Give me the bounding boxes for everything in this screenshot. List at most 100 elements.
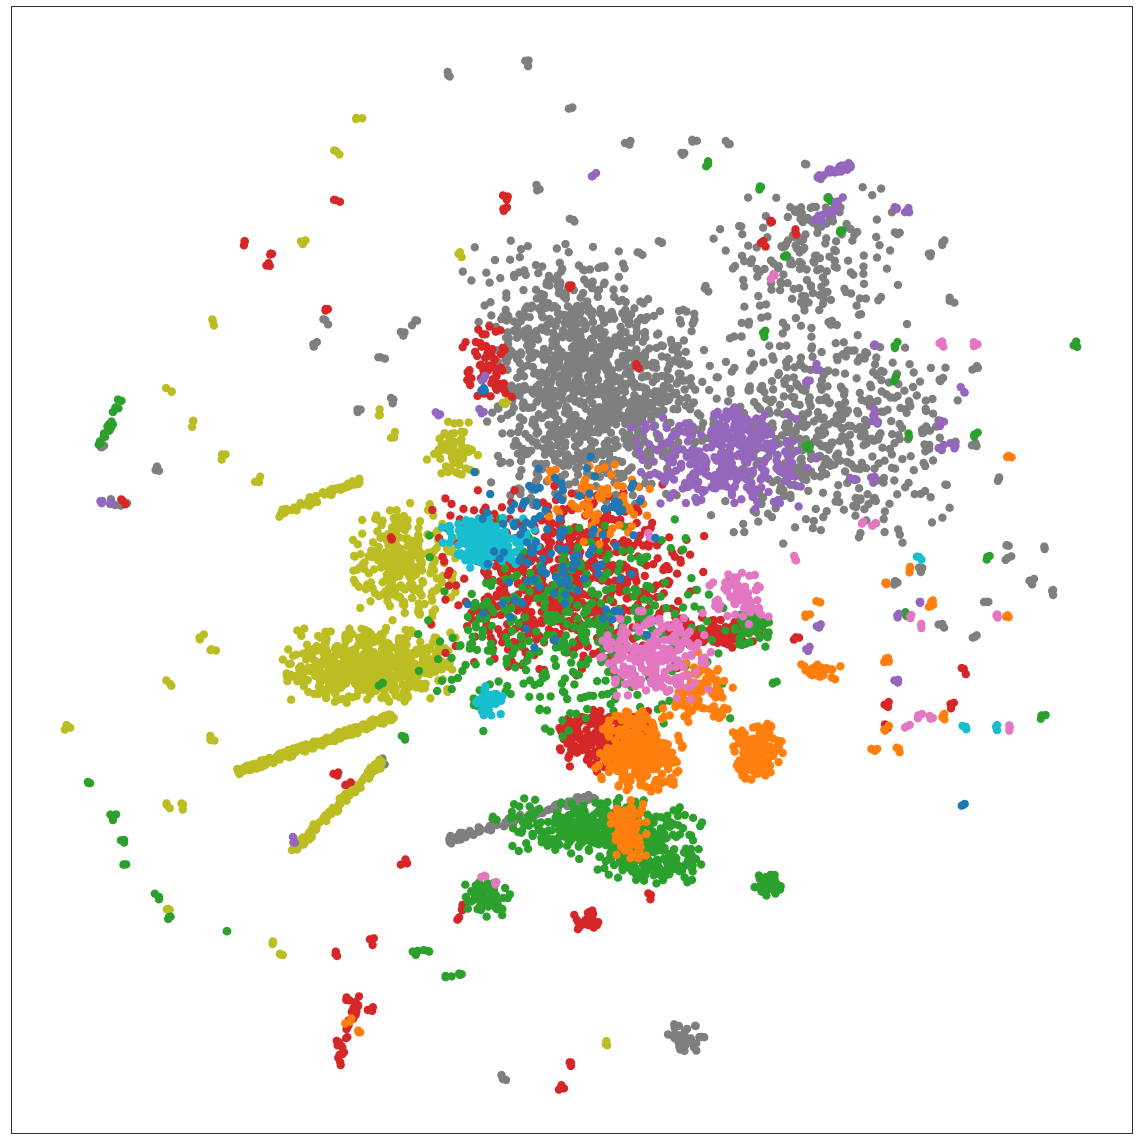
scatter-point bbox=[846, 448, 855, 457]
scatter-point bbox=[632, 327, 642, 337]
scatter-point bbox=[531, 260, 541, 270]
scatter-point bbox=[665, 374, 675, 383]
scatter-point bbox=[895, 419, 904, 429]
scatter-point bbox=[559, 370, 569, 379]
scatter-point bbox=[819, 295, 828, 304]
scatter-point bbox=[831, 237, 841, 246]
scatter-point bbox=[673, 405, 682, 414]
scatter-point bbox=[516, 317, 525, 326]
scatter-point bbox=[853, 227, 862, 237]
scatter-point bbox=[816, 264, 825, 274]
scatter-point bbox=[414, 606, 423, 616]
scatter-point bbox=[826, 295, 836, 305]
scatter-point bbox=[678, 356, 687, 365]
scatter-point bbox=[416, 637, 425, 647]
scatter-point bbox=[709, 616, 718, 625]
scatter-point bbox=[444, 467, 453, 477]
scatter-point bbox=[258, 759, 267, 768]
scatter-point bbox=[575, 854, 584, 864]
scatter-point bbox=[530, 795, 540, 804]
scatter-point bbox=[360, 558, 369, 567]
scatter-point bbox=[563, 739, 572, 748]
scatter-point bbox=[672, 388, 681, 398]
scatter-point bbox=[839, 338, 848, 347]
scatter-point bbox=[544, 420, 553, 430]
scatter-point bbox=[575, 729, 584, 738]
scatter-point bbox=[563, 302, 573, 311]
scatter-point bbox=[701, 281, 710, 291]
scatter-point bbox=[620, 310, 629, 319]
scatter-point bbox=[447, 429, 456, 438]
scatter-point bbox=[451, 581, 461, 590]
scatter-point bbox=[835, 436, 845, 446]
scatter-point bbox=[894, 525, 903, 534]
scatter-point bbox=[162, 905, 171, 914]
scatter-point bbox=[522, 402, 531, 412]
scatter-point bbox=[418, 652, 428, 661]
scatter-point bbox=[331, 947, 340, 956]
scatter-point bbox=[840, 284, 849, 293]
scatter-point bbox=[321, 627, 330, 636]
scatter-point bbox=[552, 355, 562, 365]
scatter-point bbox=[368, 676, 377, 685]
scatter-point bbox=[791, 313, 801, 323]
scatter-point bbox=[354, 633, 364, 642]
scatter-point bbox=[320, 674, 329, 683]
scatter-point bbox=[682, 307, 691, 316]
scatter-point bbox=[792, 208, 801, 217]
scatter-point bbox=[606, 428, 616, 437]
scatter-point bbox=[675, 395, 685, 404]
scatter-point bbox=[885, 246, 895, 255]
scatter-point bbox=[638, 337, 647, 346]
scatter-point bbox=[599, 279, 609, 289]
scatter-point bbox=[652, 330, 662, 339]
scatter-point bbox=[309, 342, 318, 351]
scatter-point bbox=[520, 381, 529, 391]
scatter-point bbox=[529, 389, 539, 398]
scatter-point bbox=[401, 534, 410, 544]
scatter-point bbox=[633, 248, 642, 257]
scatter-point bbox=[533, 441, 542, 450]
scatter-point bbox=[652, 343, 661, 353]
scatter-point bbox=[386, 433, 396, 442]
scatter-point bbox=[665, 533, 674, 542]
scatter-point bbox=[679, 336, 689, 345]
scatter-point bbox=[868, 452, 877, 461]
scatter-point bbox=[560, 470, 570, 479]
scatter-point bbox=[507, 408, 516, 417]
scatter-point bbox=[825, 399, 834, 408]
scatter-point bbox=[368, 940, 377, 950]
scatter-point bbox=[436, 454, 445, 463]
scatter-point bbox=[350, 552, 359, 561]
scatter-point bbox=[524, 433, 534, 443]
scatter-point bbox=[721, 246, 730, 255]
scatter-point bbox=[167, 681, 176, 690]
scatter-point bbox=[341, 780, 351, 789]
scatter-point bbox=[404, 692, 413, 702]
scatter-point bbox=[866, 380, 875, 389]
scatter-point bbox=[347, 1007, 356, 1017]
scatter-point bbox=[912, 391, 921, 400]
scatter-point bbox=[872, 253, 882, 262]
scatter-point bbox=[818, 488, 828, 497]
scatter-point bbox=[817, 385, 826, 394]
scatter-point bbox=[941, 480, 950, 489]
scatter-point bbox=[816, 472, 825, 481]
scatter-point bbox=[590, 427, 599, 437]
scatter-point bbox=[513, 427, 523, 437]
scatter-point bbox=[602, 315, 611, 324]
scatter-point bbox=[890, 476, 899, 485]
scatter-point bbox=[906, 402, 915, 411]
scatter-point bbox=[461, 338, 470, 347]
scatter-point bbox=[470, 243, 479, 252]
scatter-point bbox=[600, 425, 609, 434]
scatter-point bbox=[699, 567, 708, 577]
scatter-point bbox=[888, 358, 897, 367]
scatter-point bbox=[797, 454, 806, 463]
scatter-point bbox=[730, 261, 740, 271]
scatter-point bbox=[863, 490, 872, 499]
scatter-point bbox=[706, 511, 716, 520]
scatter-point bbox=[926, 493, 935, 502]
scatter-point bbox=[833, 355, 842, 365]
scatter-point bbox=[494, 404, 503, 413]
